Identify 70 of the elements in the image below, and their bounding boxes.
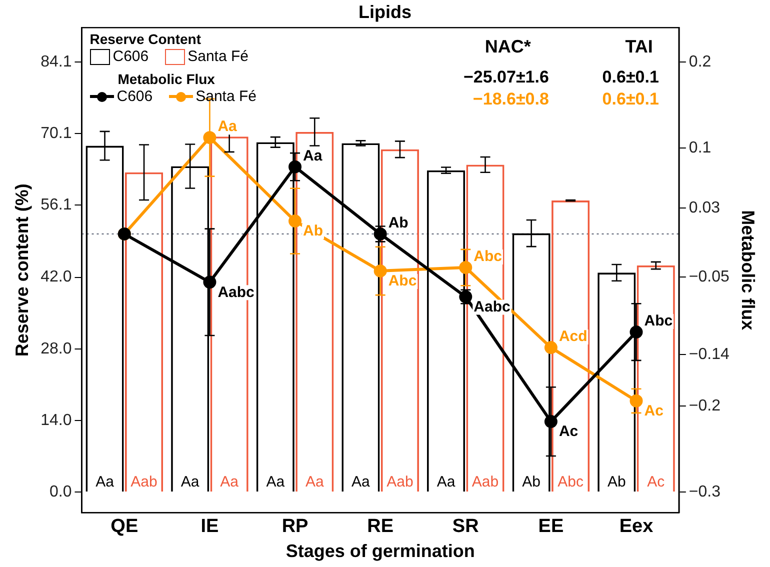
legend-title: Reserve Content	[90, 30, 202, 48]
point	[544, 341, 558, 354]
y-axis-title: Reserve content (%)	[12, 184, 32, 357]
data-label: Aa	[180, 473, 200, 490]
data-label: Ab	[303, 222, 324, 240]
y-tick-label: 28.0	[40, 340, 72, 358]
y-tick-label: 42.0	[40, 268, 72, 286]
y2-tick-label: 0.03	[688, 200, 720, 217]
data-label: Ab	[388, 214, 408, 232]
data-label: Aa	[303, 147, 323, 164]
data-label: Ab	[522, 473, 541, 490]
annotation: NAC*	[484, 36, 531, 57]
y2-tick-label: −0.2	[688, 397, 721, 414]
data-label: Ac	[644, 402, 664, 420]
annotation: −18.6±0.8	[472, 89, 549, 108]
point	[459, 261, 472, 274]
x-tick-label: RE	[367, 516, 394, 538]
legend-label: Santa Fé	[188, 48, 248, 66]
point	[544, 415, 558, 428]
data-label: Abc	[558, 473, 584, 490]
x-tick-label: RP	[282, 516, 309, 538]
y2-tick-label: 0.2	[688, 53, 712, 70]
point	[288, 160, 302, 174]
annotation: 0.6±0.1	[602, 89, 659, 108]
y-tick-label: 0.0	[49, 484, 72, 501]
data-label: Aab	[386, 473, 414, 490]
data-label: Aabc	[474, 298, 510, 316]
point	[288, 214, 302, 228]
legend-label: C606	[116, 88, 153, 106]
y-tick-label: 70.1	[40, 124, 72, 142]
data-label: Aa	[305, 473, 324, 490]
x-tick-label: Eex	[619, 516, 654, 538]
legend-label: Santa Fé	[196, 88, 256, 106]
y-tick-label: 84.1	[40, 53, 72, 70]
y2-tick-label: −0.3	[688, 484, 721, 501]
bar	[636, 265, 675, 492]
data-label: Abc	[474, 248, 502, 266]
x-axis-title: Stages of germination	[286, 541, 475, 562]
data-label: Aabc	[218, 284, 254, 301]
y-tick-label: 56.1	[40, 196, 72, 214]
data-label: Aa	[436, 473, 456, 490]
data-label: Abc	[644, 312, 673, 330]
data-label: Aa	[266, 473, 286, 490]
y2-tick-label: 0.1	[688, 139, 712, 156]
data-label: Ac	[558, 423, 578, 440]
data-label: Abc	[388, 272, 417, 290]
x-tick-label: SR	[452, 516, 480, 538]
annotation: −25.07±1.6	[463, 67, 549, 86]
legend-label: C606	[112, 48, 149, 66]
x-tick-label: QE	[110, 516, 138, 538]
data-label: Aa	[96, 473, 115, 490]
data-label: Aa	[218, 118, 238, 136]
y-tick-label: 14.0	[40, 412, 72, 429]
point	[203, 276, 216, 289]
annotation: TAI	[625, 36, 653, 57]
y2-axis-title: Metabolic flux	[738, 210, 758, 330]
data-label: Aa	[220, 473, 240, 490]
annotation: 0.6±0.1	[602, 67, 659, 86]
x-tick-label: EE	[538, 516, 564, 538]
chart-title: Lipids	[358, 2, 412, 22]
y2-tick-label: −0.14	[688, 346, 730, 363]
x-tick-label: IE	[200, 516, 219, 538]
y2-tick-label: −0.05	[688, 268, 730, 286]
data-label: Aab	[472, 473, 499, 490]
data-label: Ab	[607, 473, 626, 490]
annotation: Metabolic Flux	[118, 70, 216, 88]
data-label: Aab	[130, 473, 158, 490]
data-label: Aa	[352, 473, 371, 490]
data-label: Acd	[558, 328, 588, 346]
data-label: Ac	[647, 473, 666, 490]
